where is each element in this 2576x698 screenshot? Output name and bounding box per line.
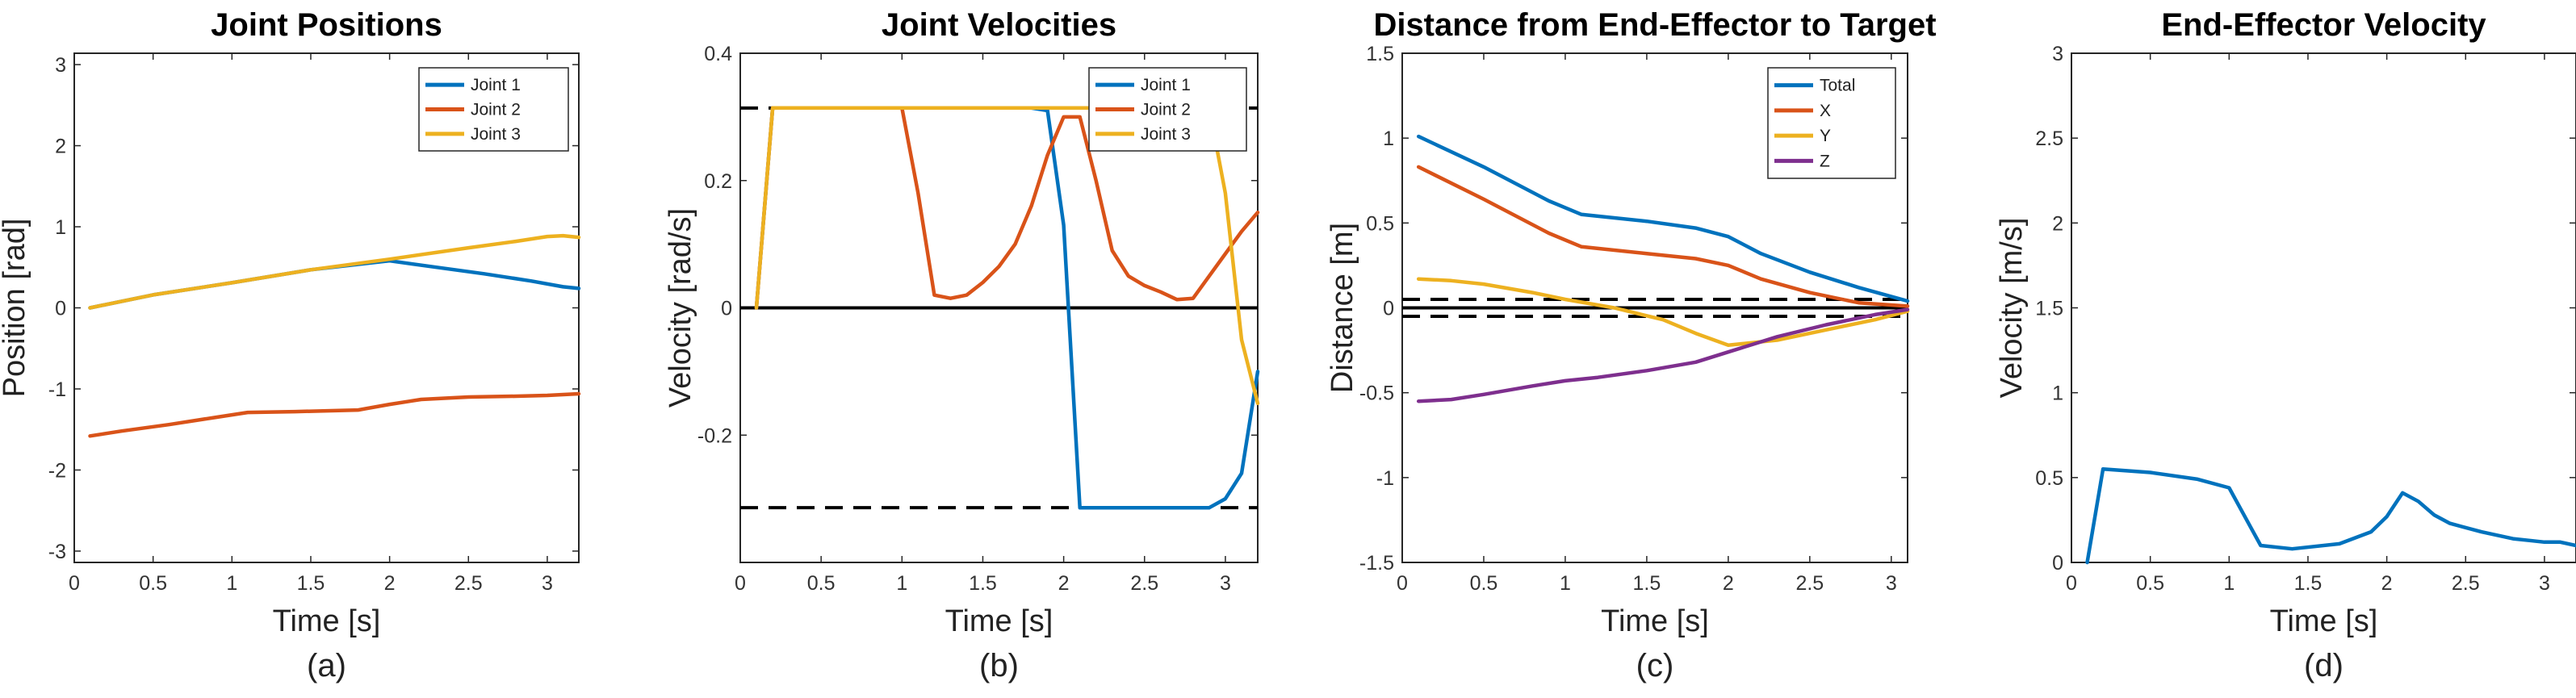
y-tick-label: 0.5 xyxy=(1366,212,1394,235)
x-tick-label: 1.5 xyxy=(2294,572,2323,595)
x-tick-label: 2.5 xyxy=(2452,572,2480,595)
x-tick-label: 2 xyxy=(1058,572,1070,595)
x-tick-label: 1 xyxy=(2223,572,2235,595)
x-axis-label: Time [s] xyxy=(1601,604,1709,638)
y-tick-label: -2 xyxy=(48,459,66,482)
y-tick-label: -0.5 xyxy=(1359,382,1394,405)
legend-label: Joint 3 xyxy=(471,125,521,144)
legend-label: Joint 2 xyxy=(1141,101,1191,119)
panel-3: 0 0.5 1 1.5 2 2.5 3 -1.5 -1 -0.5 0 0.5 1 1.5 Total XYZ D… xyxy=(1326,7,1937,683)
legend-label: Joint 2 xyxy=(471,101,521,119)
subfigure-label: (d) xyxy=(2304,648,2344,683)
x-tick-label: 0.5 xyxy=(2136,572,2164,595)
y-tick-label: 1 xyxy=(1383,127,1394,150)
x-tick-label: 0 xyxy=(2066,572,2077,595)
legend-label: Joint 1 xyxy=(471,76,521,94)
chart-title: End-Effector Velocity xyxy=(2161,7,2486,43)
y-tick-label: -3 xyxy=(48,541,66,563)
y-tick-label: 0 xyxy=(2052,552,2063,575)
y-tick-label: 2 xyxy=(2052,212,2063,235)
panel-4: 0 0.5 1 1.5 2 2.5 3 0 0.5 1 1.5 2 2.5 3 End-Effector V… xyxy=(1995,7,2576,683)
legend: Joint 1 Joint 2 Joint 3 xyxy=(418,67,569,152)
series-line-x xyxy=(1416,165,1910,308)
x-axis-label: Time [s] xyxy=(2270,604,2378,638)
chart-title: Joint Positions xyxy=(211,7,442,43)
x-tick-label: 2 xyxy=(384,572,396,595)
legend-label: Joint 1 xyxy=(1141,76,1191,94)
legend-label: Total xyxy=(1820,77,1855,95)
x-tick-label: 1.5 xyxy=(969,572,997,595)
x-tick-label: 0.5 xyxy=(1470,572,1498,595)
series-line-total xyxy=(1416,134,1910,303)
y-tick-label: 1.5 xyxy=(1366,43,1394,65)
x-tick-label: 1 xyxy=(1560,572,1571,595)
y-tick-label: 1 xyxy=(55,216,66,239)
legend: Joint 1 Joint 2 Joint 3 xyxy=(1088,67,1247,152)
y-tick-label: -1 xyxy=(1376,467,1394,490)
series-line-joint-3 xyxy=(88,233,581,310)
y-tick-label: 3 xyxy=(2052,43,2063,65)
y-axis-label: Position [rad] xyxy=(0,219,31,398)
x-tick-label: 0 xyxy=(735,572,746,595)
x-tick-label: 3 xyxy=(1220,572,1231,595)
x-tick-label: 3 xyxy=(542,572,553,595)
x-tick-label: 0.5 xyxy=(807,572,836,595)
y-tick-label: 1.5 xyxy=(2035,298,2063,320)
x-tick-label: 0.5 xyxy=(139,572,167,595)
y-tick-label: 3 xyxy=(55,54,66,77)
series-line-z xyxy=(1416,307,1910,403)
x-tick-label: 2 xyxy=(1723,572,1734,595)
x-tick-label: 2.5 xyxy=(454,572,483,595)
x-tick-label: 0 xyxy=(69,572,80,595)
x-tick-label: 1 xyxy=(896,572,907,595)
legend-box xyxy=(418,67,569,152)
y-tick-label: -0.2 xyxy=(697,424,732,447)
series-line-y xyxy=(1416,277,1910,348)
y-tick-label: 2.5 xyxy=(2035,127,2063,150)
y-axis-label: Velocity [rad/s] xyxy=(664,208,697,408)
series-line-joint-2 xyxy=(754,106,1260,310)
subfigure-label: (a) xyxy=(307,648,346,683)
y-axis-label: Velocity [m/s] xyxy=(1995,218,2029,399)
y-tick-label: 0.2 xyxy=(704,170,732,193)
y-axis-label: Distance [m] xyxy=(1326,223,1359,393)
y-tick-label: 2 xyxy=(55,136,66,158)
x-axis-label: Time [s] xyxy=(273,604,381,638)
legend-label: Y xyxy=(1820,127,1831,145)
legend-label: X xyxy=(1820,102,1831,120)
plot-area xyxy=(2071,52,2576,563)
y-tick-label: 0 xyxy=(55,298,66,320)
x-tick-label: 2.5 xyxy=(1130,572,1158,595)
y-tick-label: 0 xyxy=(1383,298,1394,320)
series-line-joint-2 xyxy=(88,391,581,438)
x-tick-label: 1 xyxy=(226,572,237,595)
series-line-end-effector xyxy=(2085,467,2576,565)
x-tick-label: 2.5 xyxy=(1795,572,1824,595)
legend-label: Z xyxy=(1820,152,1830,170)
subfigure-label: (c) xyxy=(1636,648,1674,683)
chart-title: Joint Velocities xyxy=(882,7,1116,43)
x-tick-label: 2 xyxy=(2381,572,2393,595)
y-tick-label: 0.4 xyxy=(704,43,732,65)
legend-label: Joint 3 xyxy=(1141,125,1191,144)
y-tick-label: 0 xyxy=(721,298,732,320)
chart-title: Distance from End-Effector to Target xyxy=(1373,7,1936,43)
y-tick-label: -1.5 xyxy=(1359,552,1394,575)
x-tick-label: 0 xyxy=(1397,572,1408,595)
x-tick-label: 1.5 xyxy=(297,572,325,595)
subfigure-label: (b) xyxy=(979,648,1019,683)
y-tick-label: 1 xyxy=(2052,382,2063,405)
x-tick-label: 1.5 xyxy=(1633,572,1661,595)
x-axis-label: Time [s] xyxy=(945,604,1053,638)
y-tick-label: -1 xyxy=(48,378,66,401)
x-tick-label: 3 xyxy=(1886,572,1897,595)
legend: Total XYZ xyxy=(1767,67,1896,179)
y-tick-label: 0.5 xyxy=(2035,467,2063,490)
x-tick-label: 3 xyxy=(2539,572,2550,595)
